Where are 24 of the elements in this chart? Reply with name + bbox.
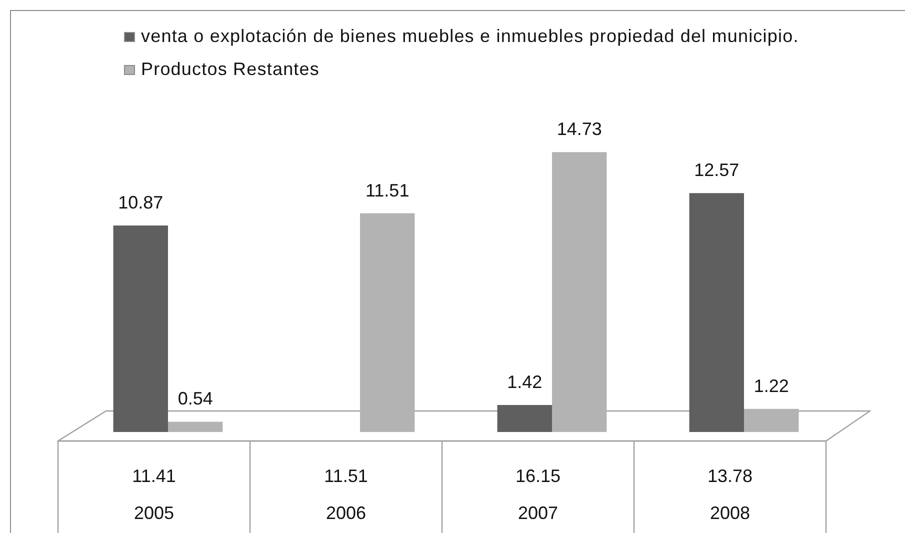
bar [744,408,799,432]
total-label: 13.78 [707,466,753,486]
bar [497,405,552,432]
bar [689,193,744,432]
data-label: 0.54 [178,388,213,409]
bar [113,225,168,432]
x-tick-label: 2007 [518,502,558,523]
legend-label: venta o explotación de bienes muebles e inmuebles propiedad del municipio. [141,26,799,47]
x-tick-label: 2005 [134,502,174,523]
bar [168,422,223,432]
legend-label: Productos Restantes [141,59,320,80]
data-label: 11.51 [324,466,368,486]
total-label: 11.41 [132,466,176,486]
total-label: 11.51 [366,180,410,200]
data-label: 1.22 [754,376,789,396]
data-label: 10.87 [118,192,164,212]
data-label: 1.42 [507,372,542,392]
x-tick-label: 2006 [326,502,366,523]
bar [360,213,415,432]
x-tick-label: 2008 [710,502,750,523]
total-label: 16.15 [515,466,561,486]
data-label: 12.57 [694,160,740,180]
data-label: 14.73 [556,119,602,140]
bar [552,152,607,432]
